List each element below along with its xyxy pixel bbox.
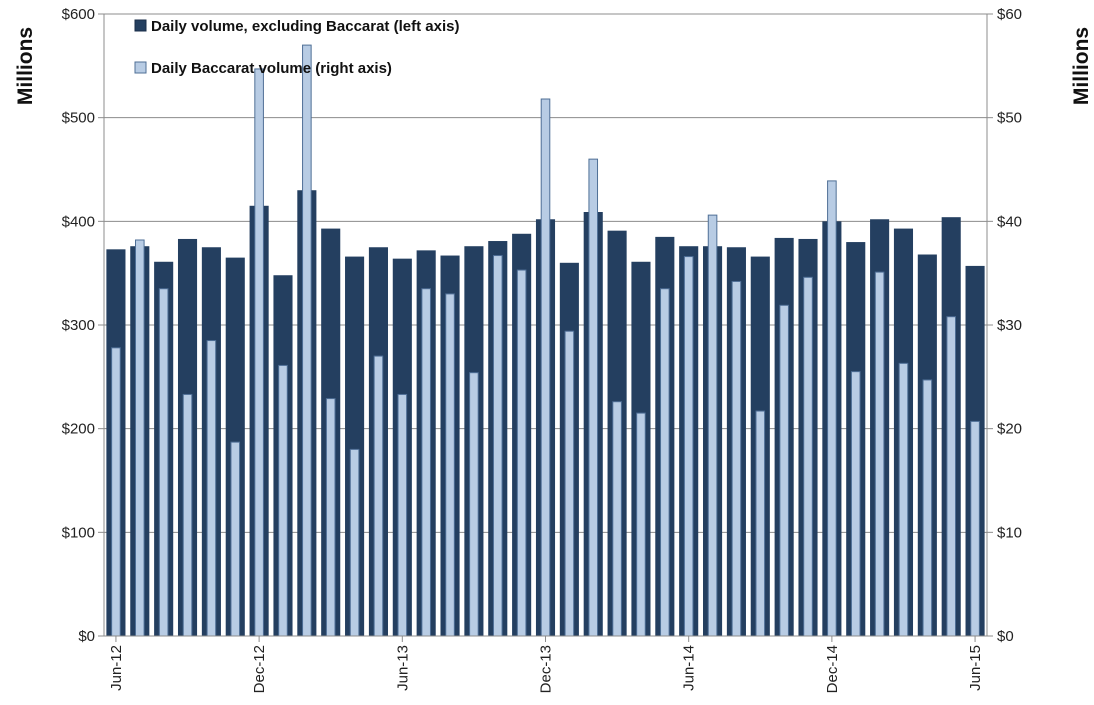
bar-baccarat-volume <box>922 379 933 637</box>
left-axis-tick-label: $500 <box>62 110 95 127</box>
x-axis-tick-label: Dec-14 <box>824 645 841 693</box>
right-axis-tick-label: $50 <box>997 110 1022 127</box>
bar-baccarat-volume <box>540 98 551 637</box>
series-baccarat-volume <box>111 44 980 637</box>
bar-baccarat-volume <box>445 293 455 637</box>
bar-baccarat-volume <box>349 448 360 637</box>
bar-baccarat-volume <box>803 276 813 637</box>
x-axis-tick-label: Dec-12 <box>251 645 268 693</box>
right-axis-tick-label: $20 <box>997 421 1022 438</box>
x-axis-tick-label: Jun-13 <box>394 645 411 691</box>
bar-baccarat-volume <box>302 44 312 637</box>
bar-baccarat-volume <box>254 68 264 637</box>
legend-swatch-volume-excluding-baccarat <box>134 19 147 32</box>
bar-baccarat-volume <box>731 280 742 637</box>
x-axis-tick-label: Dec-13 <box>538 645 555 693</box>
bar-baccarat-volume <box>850 371 861 637</box>
bar-baccarat-volume <box>325 398 336 637</box>
x-axis-tick-label: Jun-15 <box>967 645 984 691</box>
bar-baccarat-volume <box>158 288 169 637</box>
axes: $0 $0 $100 $10 $200 $20 $300 $30 $400 $40 $500 $50 $… <box>62 6 1022 693</box>
right-axis-title: Millions <box>1070 27 1093 105</box>
bar-baccarat-volume <box>564 330 575 637</box>
left-axis-tick-label: $100 <box>62 524 95 541</box>
bar-baccarat-volume <box>516 269 527 637</box>
bar-baccarat-volume <box>874 271 885 637</box>
bar-baccarat-volume <box>612 401 622 637</box>
bar-baccarat-volume <box>492 255 503 637</box>
bar-baccarat-volume <box>421 288 431 637</box>
bar-baccarat-volume <box>135 239 145 637</box>
bar-baccarat-volume <box>469 372 479 637</box>
bar-baccarat-volume <box>588 158 599 637</box>
bar-baccarat-volume <box>660 288 670 637</box>
right-axis-tick-label: $10 <box>997 524 1022 541</box>
right-axis-tick-label: $0 <box>997 628 1014 645</box>
bar-baccarat-volume <box>755 410 766 637</box>
right-axis-tick-label: $40 <box>997 213 1022 230</box>
bar-baccarat-volume <box>182 393 193 637</box>
bar-baccarat-volume <box>206 340 217 637</box>
left-axis-tick-label: $0 <box>78 628 95 645</box>
legend-label-baccarat-volume: Daily Baccarat volume (right axis) <box>151 60 392 77</box>
bar-baccarat-volume <box>111 347 121 637</box>
left-axis-tick-label: $300 <box>62 317 95 334</box>
left-axis-tick-label: $400 <box>62 213 95 230</box>
bar-baccarat-volume <box>230 441 241 637</box>
left-axis-tick-label: $200 <box>62 421 95 438</box>
bar-baccarat-volume <box>707 214 718 637</box>
left-axis-title: Millions <box>14 27 37 105</box>
x-axis-tick-label: Jun-12 <box>108 645 125 691</box>
bar-baccarat-volume <box>970 420 980 637</box>
bar-baccarat-volume <box>946 316 956 637</box>
bar-baccarat-volume <box>898 362 909 637</box>
left-axis-tick-label: $600 <box>62 6 95 23</box>
bar-baccarat-volume <box>278 364 288 637</box>
bar-baccarat-volume <box>373 355 384 637</box>
bar-baccarat-volume <box>636 412 646 637</box>
legend-swatch-baccarat-volume <box>134 61 147 74</box>
bar-baccarat-volume <box>397 393 408 637</box>
right-axis-tick-label: $60 <box>997 6 1022 23</box>
right-axis-tick-label: $30 <box>997 317 1022 334</box>
x-axis-tick-label: Jun-14 <box>681 645 698 691</box>
bar-baccarat-volume <box>779 304 789 637</box>
legend-label-volume-excluding-baccarat: Daily volume, excluding Baccarat (left a… <box>151 18 459 35</box>
legend: Daily volume, excluding Baccarat (left a… <box>134 18 459 77</box>
bar-baccarat-volume <box>827 180 837 637</box>
bar-baccarat-volume <box>683 256 694 637</box>
